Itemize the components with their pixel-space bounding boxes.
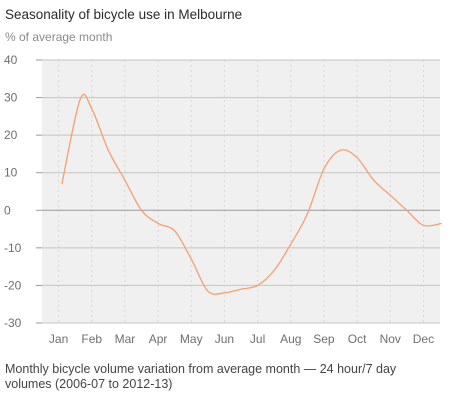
y-tick-label: -30 <box>4 316 22 330</box>
x-tick-label: Jun <box>215 332 234 346</box>
y-tick-label: -10 <box>4 241 22 255</box>
x-tick-label: May <box>180 332 203 346</box>
chart-caption: Monthly bicycle volume variation from av… <box>5 362 397 391</box>
y-tick-label: 0 <box>4 203 11 217</box>
chart-title: Seasonality of bicycle use in Melbourne <box>5 7 243 22</box>
x-tick-label: Jul <box>250 332 265 346</box>
x-tick-label: Sep <box>313 332 335 346</box>
x-tick-label: Jan <box>49 332 68 346</box>
y-tick-label: 40 <box>4 53 18 67</box>
y-axis-label: % of average month <box>5 30 113 44</box>
y-tick-label: -20 <box>4 278 22 292</box>
plot-area <box>42 60 440 323</box>
y-tick-label: 10 <box>4 166 18 180</box>
x-tick-label: Apr <box>149 332 168 346</box>
x-tick-label: Feb <box>81 332 102 346</box>
y-tick-label: 20 <box>4 128 18 142</box>
x-tick-label: Dec <box>413 332 434 346</box>
y-tick-label: 30 <box>4 91 18 105</box>
x-tick-label: Mar <box>115 332 136 346</box>
x-tick-label: Nov <box>380 332 401 346</box>
x-tick-label: Oct <box>348 332 367 346</box>
x-tick-label: Aug <box>280 332 301 346</box>
series-line <box>61 93 442 295</box>
